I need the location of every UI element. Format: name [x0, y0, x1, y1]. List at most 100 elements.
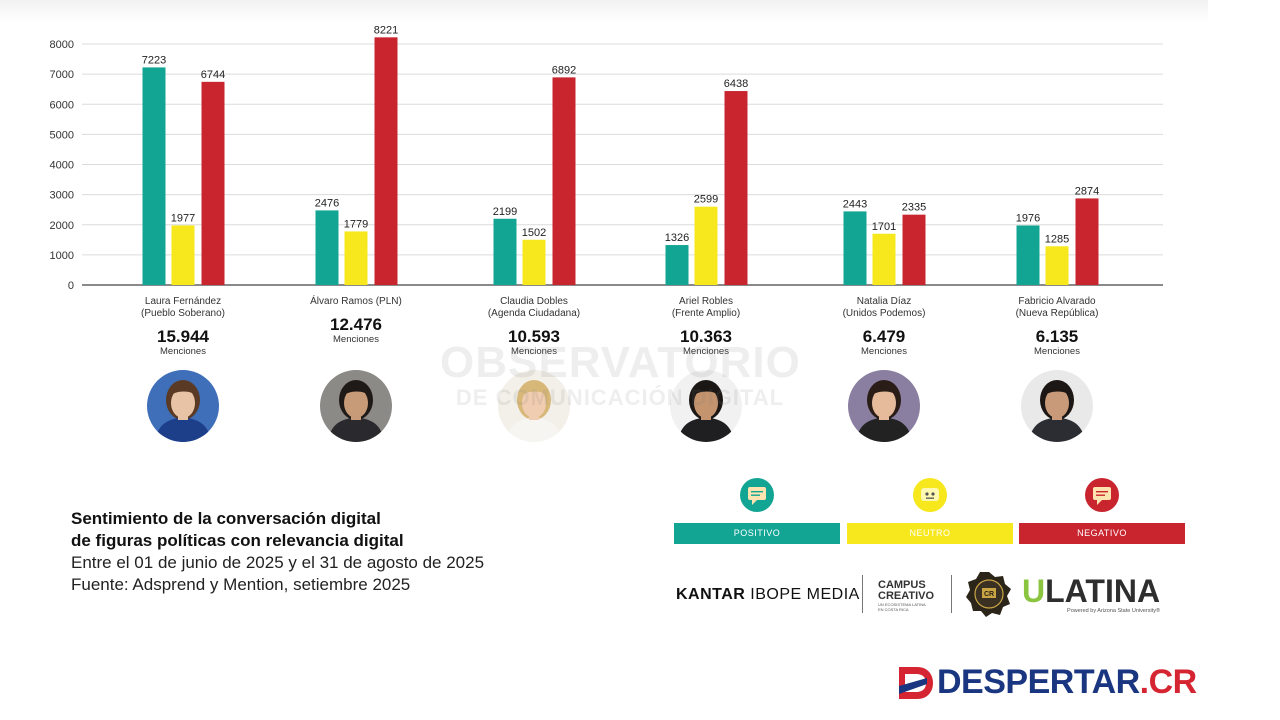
candidate-label: Fabricio Alvarado (Nueva República) 6.135 M…: [972, 296, 1142, 358]
candidate-unit: Menciones: [160, 346, 206, 357]
y-tick-label: 5000: [50, 129, 74, 141]
bar-value-label: 8221: [374, 24, 398, 36]
candidate-unit: Menciones: [511, 346, 557, 357]
bar-positivo: [493, 218, 517, 285]
candidate-name: Álvaro Ramos (PLN): [310, 296, 402, 307]
bar-neutro: [694, 206, 718, 285]
neutral-face-icon: [913, 478, 947, 512]
y-tick-label: 6000: [50, 99, 74, 111]
bar-value-label: 6744: [201, 69, 225, 81]
bar-value-label: 2874: [1075, 185, 1099, 197]
bar-value-label: 1977: [171, 212, 195, 224]
person-icon: [320, 370, 392, 442]
sentiment-bar-chart: 0 1000 2000 3000 4000 5000 6000 7000 8000 7223 197…: [50, 24, 1163, 292]
chat-bubble-icon: [1085, 478, 1119, 512]
person-icon: [670, 370, 742, 442]
caption-period: Entre el 01 de junio de 2025 y el 31 de …: [71, 553, 485, 572]
candidate-unit: Menciones: [333, 334, 379, 345]
legend-label: NEUTRO: [847, 523, 1013, 544]
caption-title-line1: Sentimiento de la conversación digital: [71, 509, 381, 528]
y-tick-label: 3000: [50, 190, 74, 202]
bar-value-label: 2199: [493, 206, 517, 218]
person-icon: [1021, 370, 1093, 442]
campus-creativo-logo: CAMPUS CREATIVO UN ECOSISTEMA LATINA EN …: [878, 579, 935, 613]
candidate-label: Ariel Robles (Frente Amplio) 10.363 Mencion…: [621, 296, 791, 358]
bar-value-label: 2443: [843, 198, 867, 210]
logo-separator: [862, 575, 863, 613]
bar-value-label: 1502: [522, 227, 546, 239]
y-tick-label: 0: [68, 280, 74, 292]
bar-positivo: [142, 67, 166, 285]
legend-item-neutro: NEUTRO: [847, 478, 1013, 544]
bar-value-label: 1779: [344, 218, 368, 230]
candidate-unit: Menciones: [683, 346, 729, 357]
candidate-total: 6.479: [862, 327, 906, 346]
bar-value-label: 1326: [665, 232, 689, 244]
y-tick-label: 8000: [50, 39, 74, 51]
candidate-unit: Menciones: [1034, 346, 1080, 357]
candidate-party: (Frente Amplio): [671, 308, 741, 319]
candidate-label: Claudia Dobles (Agenda Ciudadana) 10.593 Me…: [449, 296, 619, 358]
bar-positivo: [843, 211, 867, 285]
campus-line1: CAMPUS: [878, 579, 926, 591]
bar-value-label: 1285: [1045, 233, 1069, 245]
bar-value-label: 2335: [902, 202, 926, 214]
bar-positivo: [665, 245, 689, 285]
candidate-total: 12.476: [330, 315, 382, 334]
person-icon: [498, 370, 570, 442]
legend-label: POSITIVO: [674, 523, 840, 544]
candidate-name: Laura Fernández: [144, 296, 222, 307]
legend-item-positivo: POSITIVO: [674, 478, 840, 544]
bar-neutro: [171, 225, 195, 285]
candidate-photo: [147, 370, 219, 442]
watermark-line2: DE COMUNICACIÓN DIGITAL: [455, 385, 785, 410]
ulatina-logo: ULATINA Powered by Arizona State Univers…: [1022, 575, 1160, 614]
bar-neutro: [1045, 246, 1069, 285]
y-tick-label: 1000: [50, 250, 74, 262]
y-tick-label: 4000: [50, 160, 74, 172]
kantar-ibope-logo: KANTAR IBOPE MEDIA: [676, 586, 860, 604]
ulatina-u: U: [1022, 573, 1046, 609]
chart-caption: Sentimiento de la conversación digital d…: [71, 508, 591, 596]
campus-tagline: UN ECOSISTEMA LATINA EN COSTA RICA: [878, 602, 926, 612]
seal-text: CR: [984, 591, 994, 598]
bar-negativo: [552, 77, 576, 285]
candidate-total: 10.593: [508, 327, 560, 346]
candidate-party: (Pueblo Soberano): [141, 308, 225, 319]
bar-neutro: [522, 239, 546, 285]
candidate-total: 15.944: [157, 327, 209, 346]
bar-positivo: [315, 210, 339, 285]
kantar-text: KANTAR: [676, 586, 746, 603]
bar-neutro: [872, 233, 896, 285]
candidate-photo: [498, 370, 570, 442]
brand-tld: .CR: [1139, 663, 1198, 701]
despertar-d-icon: [899, 667, 933, 699]
y-tick-label: 2000: [50, 220, 74, 232]
candidate-photo: [1021, 370, 1093, 442]
brand-name: DESPERTAR: [937, 663, 1140, 701]
bar-positivo: [1016, 225, 1040, 285]
bar-negativo: [902, 214, 926, 285]
candidate-party: (Unidos Podemos): [842, 308, 926, 319]
partner-logos: KANTAR IBOPE MEDIA CAMPUS CREATIVO UN EC…: [672, 570, 1162, 620]
top-band: [0, 0, 1208, 22]
person-icon: [848, 370, 920, 442]
candidate-unit: Menciones: [861, 346, 907, 357]
bar-negativo: [1075, 198, 1099, 285]
candidate-photo: [848, 370, 920, 442]
campus-line2: CREATIVO: [878, 590, 935, 602]
legend-label: NEGATIVO: [1019, 523, 1185, 544]
legend-item-negativo: NEGATIVO: [1019, 478, 1185, 544]
bar-value-label: 6892: [552, 64, 576, 76]
watermark-line1: OBSERVATORIO: [440, 338, 801, 387]
candidate-total: 10.363: [680, 327, 732, 346]
candidate-name: Fabricio Alvarado: [1018, 296, 1096, 307]
bar-neutro: [344, 231, 368, 285]
candidate-label: Álvaro Ramos (PLN) 12.476 Menciones: [271, 296, 441, 346]
bar-value-label: 1976: [1016, 212, 1040, 224]
bar-value-label: 1701: [872, 221, 896, 233]
candidate-photo: [670, 370, 742, 442]
bar-value-label: 6438: [724, 78, 748, 90]
caption-source: Fuente: Adsprend y Mention, setiembre 20…: [71, 575, 411, 594]
candidate-label: Laura Fernández (Pueblo Soberano) 15.944 Me…: [98, 296, 268, 358]
